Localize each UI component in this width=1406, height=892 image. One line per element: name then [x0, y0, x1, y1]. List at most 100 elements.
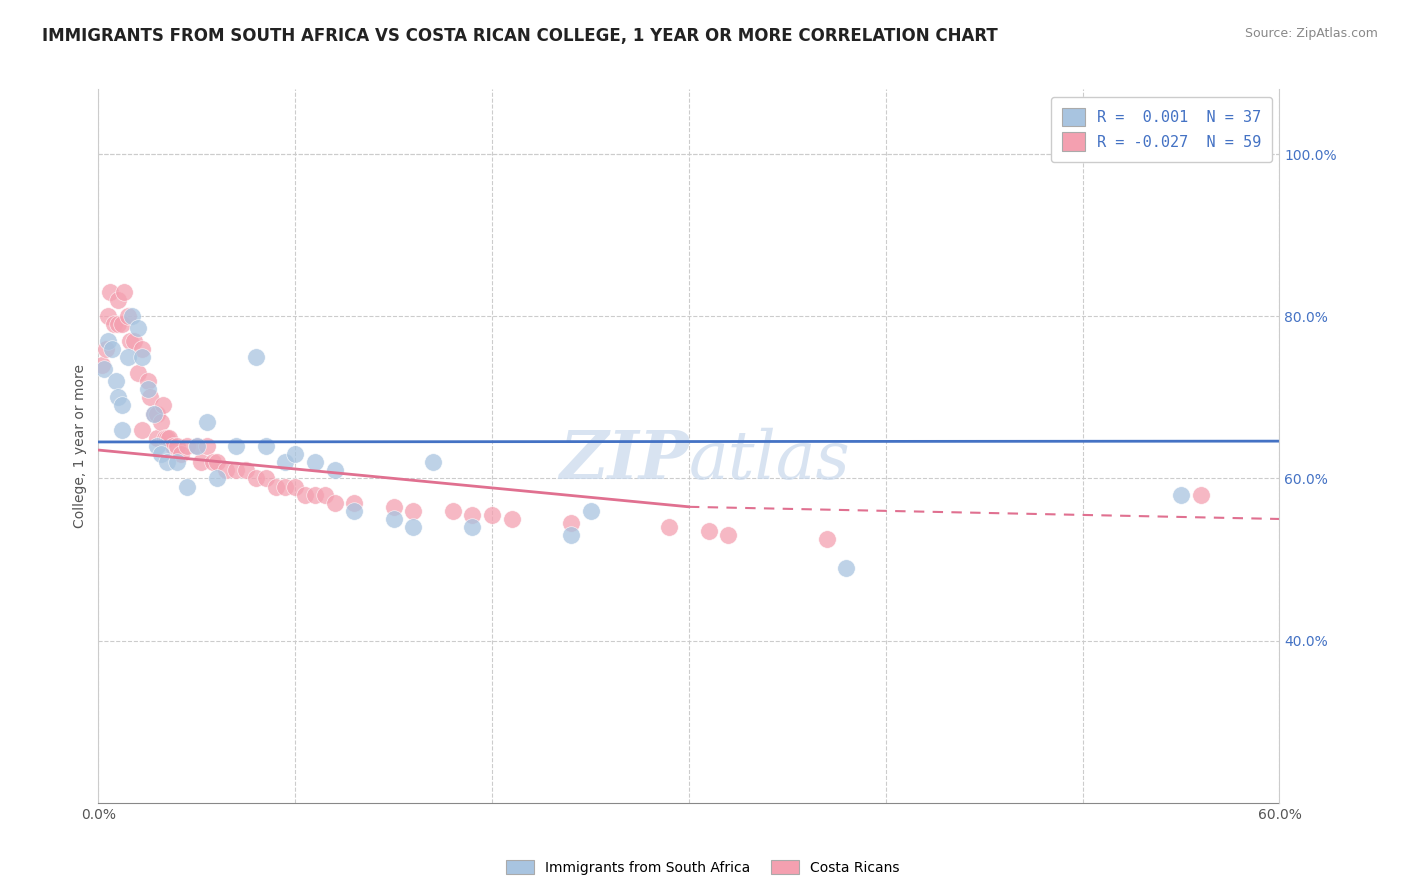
Point [382, 500, 405, 514]
Y-axis label: College, 1 year or more: College, 1 year or more [73, 364, 87, 528]
Point [461, 508, 484, 522]
Point [225, 463, 247, 477]
Point [93, 362, 115, 376]
Point [150, 447, 173, 461]
Point [156, 455, 179, 469]
Point [579, 504, 602, 518]
Point [254, 439, 277, 453]
Point [127, 366, 149, 380]
Point [142, 407, 165, 421]
Point [98, 285, 121, 299]
Point [1170, 488, 1192, 502]
Point [121, 310, 143, 324]
Point [107, 318, 129, 332]
Point [131, 423, 153, 437]
Point [101, 342, 124, 356]
Point [117, 310, 139, 324]
Point [441, 504, 464, 518]
Point [815, 533, 838, 547]
Point [501, 512, 523, 526]
Point [461, 520, 484, 534]
Point [190, 455, 212, 469]
Point [205, 455, 228, 469]
Text: atlas: atlas [689, 427, 851, 493]
Point [201, 455, 224, 469]
Point [186, 439, 208, 453]
Text: ZIP: ZIP [560, 428, 689, 492]
Point [176, 439, 198, 453]
Point [697, 524, 720, 538]
Point [91, 358, 114, 372]
Point [146, 439, 169, 453]
Point [156, 431, 179, 445]
Point [314, 488, 336, 502]
Point [264, 479, 287, 493]
Text: IMMIGRANTS FROM SOUTH AFRICA VS COSTA RICAN COLLEGE, 1 YEAR OR MORE CORRELATION : IMMIGRANTS FROM SOUTH AFRICA VS COSTA RI… [42, 27, 998, 45]
Point [131, 342, 153, 356]
Point [97, 334, 120, 348]
Point [343, 504, 366, 518]
Point [186, 439, 208, 453]
Point [103, 318, 125, 332]
Point [97, 310, 120, 324]
Point [136, 374, 159, 388]
Point [142, 407, 165, 421]
Point [560, 528, 582, 542]
Point [835, 560, 858, 574]
Point [304, 455, 326, 469]
Point [96, 342, 118, 356]
Point [402, 504, 425, 518]
Legend: R =  0.001  N = 37, R = -0.027  N = 59: R = 0.001 N = 37, R = -0.027 N = 59 [1052, 97, 1272, 161]
Text: Source: ZipAtlas.com: Source: ZipAtlas.com [1244, 27, 1378, 40]
Point [205, 471, 228, 485]
Point [195, 415, 218, 429]
Point [166, 439, 188, 453]
Point [284, 479, 307, 493]
Point [323, 496, 346, 510]
Point [422, 455, 444, 469]
Point [225, 439, 247, 453]
Point [245, 350, 267, 364]
Point [107, 390, 129, 404]
Point [560, 516, 582, 530]
Point [117, 350, 139, 364]
Point [136, 382, 159, 396]
Point [150, 415, 173, 429]
Point [235, 463, 257, 477]
Point [146, 407, 169, 421]
Point [658, 520, 681, 534]
Point [131, 350, 153, 364]
Point [717, 528, 740, 542]
Point [112, 285, 135, 299]
Point [157, 431, 180, 445]
Point [152, 399, 174, 413]
Point [170, 447, 193, 461]
Point [127, 321, 149, 335]
Point [402, 520, 425, 534]
Point [343, 496, 366, 510]
Point [118, 334, 141, 348]
Point [1189, 488, 1212, 502]
Point [111, 318, 134, 332]
Point [294, 488, 316, 502]
Point [107, 293, 129, 307]
Point [304, 488, 326, 502]
Point [155, 431, 177, 445]
Point [274, 479, 297, 493]
Legend: Immigrants from South Africa, Costa Ricans: Immigrants from South Africa, Costa Rica… [501, 855, 905, 880]
Point [382, 512, 405, 526]
Point [284, 447, 307, 461]
Point [215, 463, 238, 477]
Point [122, 334, 145, 348]
Point [254, 471, 277, 485]
Point [481, 508, 503, 522]
Point [146, 431, 169, 445]
Point [195, 439, 218, 453]
Point [274, 455, 297, 469]
Point [176, 479, 198, 493]
Point [162, 439, 184, 453]
Point [138, 390, 160, 404]
Point [245, 471, 267, 485]
Point [111, 423, 134, 437]
Point [323, 463, 346, 477]
